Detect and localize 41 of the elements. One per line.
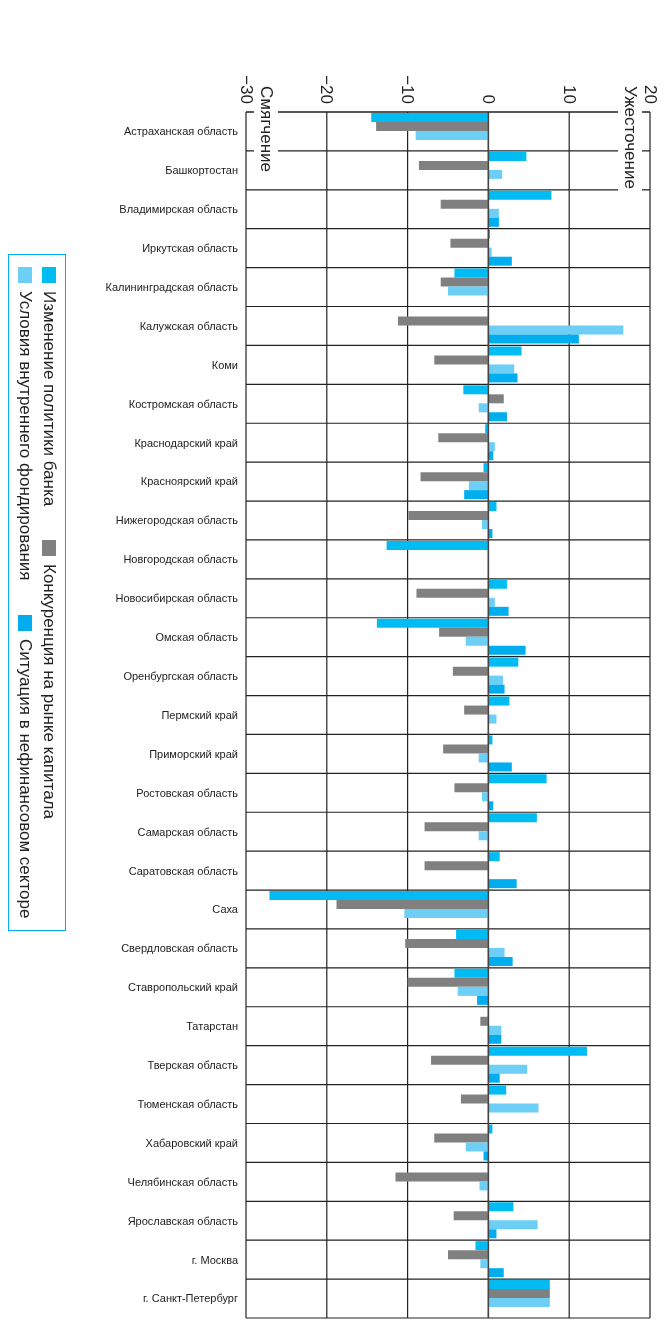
y-tick-label: г. Москва [191, 1253, 239, 1266]
y-tick-label: Свердловская область [121, 942, 239, 955]
x-tick-label: −10 [398, 75, 418, 104]
legend-label: Конкуренция на рынке капитала [39, 564, 59, 820]
y-tick-label: Калужская область [139, 319, 239, 332]
legend-label: Ситуация в нефинансовом секторе [15, 638, 35, 918]
y-tick-label: Новосибирская область [115, 592, 239, 605]
y-tick-label: г. Санкт-Петербург [142, 1292, 238, 1305]
x-tick-label: 20 [640, 85, 660, 104]
y-tick-label: Нижегородская область [115, 514, 239, 527]
y-tick-label: Тюменская область [137, 1097, 239, 1110]
y-tick-label: Иркутская область [142, 242, 239, 255]
x-tick-label: −30 [236, 75, 256, 104]
x-tick-label: −20 [317, 75, 337, 104]
y-tick-label: Ярославская область [127, 1214, 239, 1227]
y-tick-label: Саратовская область [128, 864, 239, 877]
y-tick-label: Башкортостан [165, 164, 238, 177]
y-tick-label: Красноярский край [140, 475, 238, 488]
y-tick-label: Хабаровский край [145, 1136, 238, 1149]
y-tick-label: Калининградская область [105, 280, 239, 293]
x-tick-label: 0 [478, 94, 498, 104]
y-tick-label: Саха [212, 903, 239, 916]
y-tick-label: Омская область [155, 631, 239, 644]
y-tick-label: Пермский край [161, 708, 238, 721]
y-tick-label: Татарстан [186, 1020, 238, 1033]
y-tick-label: Новгородская область [123, 553, 239, 566]
y-tick-label: Приморский край [149, 747, 238, 760]
y-tick-label: Челябинская область [127, 1175, 239, 1188]
y-tick-label: Краснодарский край [134, 436, 238, 449]
y-tick-label: Ростовская область [136, 786, 239, 799]
y-tick-label: Самарская область [137, 825, 239, 838]
y-tick-label: Ставропольский край [128, 981, 238, 994]
legend-label: Условия внутреннего фондирования [15, 291, 35, 581]
y-tick-label: Оренбургская область [123, 670, 239, 682]
y-tick-label: Коми [211, 358, 238, 371]
x-tick-label: 10 [559, 85, 579, 104]
y-tick-label: Костромская область [128, 397, 239, 410]
y-tick-label: Тверская область [147, 1059, 239, 1072]
y-tick-label: Астраханская область [123, 125, 239, 138]
legend-label: Изменение политики банка [39, 291, 59, 507]
y-tick-label: Владимирская область [119, 203, 239, 216]
